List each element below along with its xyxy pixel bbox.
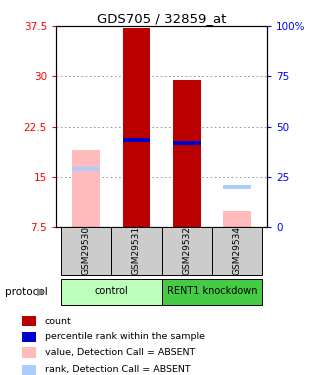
Text: protocol: protocol — [5, 286, 48, 297]
Bar — [22, 347, 36, 358]
Bar — [173, 80, 201, 227]
Text: percentile rank within the sample: percentile rank within the sample — [45, 333, 205, 341]
Bar — [162, 227, 212, 275]
Bar — [72, 150, 100, 227]
Bar — [22, 364, 36, 375]
Text: count: count — [45, 316, 72, 326]
Bar — [61, 227, 111, 275]
Text: GSM29534: GSM29534 — [233, 226, 242, 275]
Bar — [223, 211, 251, 227]
Bar — [72, 166, 100, 171]
Bar — [22, 316, 36, 326]
Bar — [162, 279, 262, 304]
Bar — [61, 279, 162, 304]
Bar — [173, 141, 201, 145]
Bar — [212, 227, 262, 275]
Bar — [22, 332, 36, 342]
Text: RENT1 knockdown: RENT1 knockdown — [167, 286, 257, 296]
Text: control: control — [94, 286, 128, 296]
Text: value, Detection Call = ABSENT: value, Detection Call = ABSENT — [45, 348, 195, 357]
Bar — [123, 138, 150, 142]
Text: ▶: ▶ — [37, 286, 45, 297]
Bar — [223, 185, 251, 189]
Text: GSM29531: GSM29531 — [132, 226, 141, 275]
Title: GDS705 / 32859_at: GDS705 / 32859_at — [97, 12, 226, 25]
Bar — [111, 227, 162, 275]
Bar — [123, 28, 150, 227]
Text: GSM29532: GSM29532 — [182, 226, 191, 275]
Text: rank, Detection Call = ABSENT: rank, Detection Call = ABSENT — [45, 365, 190, 374]
Text: GSM29530: GSM29530 — [82, 226, 91, 275]
